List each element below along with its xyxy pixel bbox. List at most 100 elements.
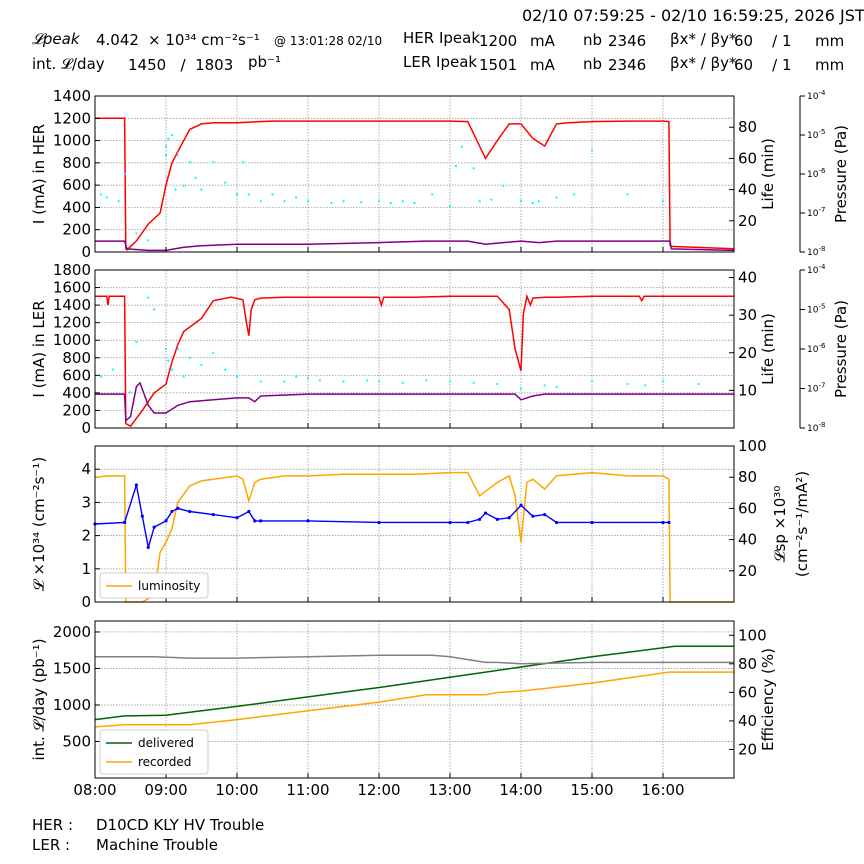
axes-frame [94, 269, 735, 429]
specific-luminosity-line [94, 484, 669, 548]
y2-tick-label: 80 [738, 655, 757, 673]
luminosity-line [94, 471, 734, 603]
pressure-point [496, 382, 499, 385]
pressure-point [342, 380, 345, 383]
y-tick-label: 800 [62, 349, 91, 367]
y-tick-label: 600 [62, 176, 91, 194]
y-tick-label: 2000 [53, 623, 91, 641]
ler-nb-label: nb [583, 55, 603, 73]
y3-tick-label: 10-7 [807, 206, 825, 219]
y2-tick-label: 60 [738, 499, 757, 517]
y2label: 𝓛sp ×10³⁰ [771, 486, 789, 563]
pressure-point [555, 385, 558, 388]
ylabel: I (mA) in LER [30, 300, 48, 397]
pressure-point [123, 173, 126, 175]
pressure-point [105, 196, 108, 199]
pressure-point [425, 379, 428, 382]
her-beta-value: 60 / 1 [734, 32, 792, 50]
pressure-point [117, 200, 120, 203]
pressure-point [182, 375, 185, 378]
pressure-point [111, 368, 114, 371]
pressure-point [520, 387, 522, 390]
lpeak-time: @ 13:01:28 02/10 [274, 34, 383, 48]
pressure-point [165, 348, 167, 350]
header: 02/10 07:59:25 - 02/10 16:59:25, 2026 JS… [0, 0, 864, 90]
pressure-point [460, 145, 463, 148]
y-tick-label: 1000 [53, 331, 91, 349]
legend-box [99, 572, 209, 599]
ler-ipeak-unit: mA [530, 56, 555, 74]
y2-tick-label: 40 [738, 269, 757, 287]
pressure-point [378, 200, 380, 203]
pressure-point [271, 193, 274, 196]
pressure-point [449, 380, 451, 383]
legend-box [99, 729, 209, 775]
pressure-point [99, 193, 102, 196]
pressure-point [99, 375, 102, 378]
y-tick-label: 1800 [53, 261, 91, 279]
pressure-point [200, 188, 203, 191]
life-line [95, 240, 735, 252]
pressure-point [449, 205, 451, 208]
pressure-point [454, 165, 457, 168]
y3-tick-label: 10-8 [807, 421, 825, 434]
pressure-point [662, 380, 664, 383]
ler-status-text: Machine Trouble [96, 836, 218, 854]
pressure-point [194, 176, 197, 179]
ler-ipeak-label: LER Ipeak [403, 53, 478, 71]
y-tick-label: 600 [62, 366, 91, 384]
y2-tick-label: 60 [738, 683, 757, 701]
ler-status-row: LER : Machine Trouble [32, 836, 264, 856]
pressure-point [307, 200, 309, 203]
legend-label-luminosity: luminosity [138, 579, 200, 593]
pressure-point [531, 202, 534, 205]
pressure-point [236, 375, 238, 378]
pressure-point [626, 382, 629, 385]
axes-frame [94, 620, 735, 779]
intl-label: int. 𝓛/day [32, 55, 105, 73]
y-tick-label: 1 [81, 560, 91, 578]
pressure-point [176, 154, 179, 157]
current-line [95, 293, 734, 428]
x-tick-label: 12:00 [357, 781, 400, 799]
y-tick-label: 3 [81, 493, 91, 511]
y2-tick-label: 100 [738, 626, 767, 644]
y2label-units: (cm⁻²s⁻¹/mA²) [793, 471, 811, 577]
pressure-point [378, 380, 380, 383]
legend-label-delivered: delivered [138, 736, 194, 750]
x-tick-label: 09:00 [144, 781, 187, 799]
y2-tick-label: 80 [738, 468, 757, 486]
lpeak-units: × 10³⁴ cm⁻²s⁻¹ [148, 31, 260, 49]
pressure-point [153, 308, 156, 311]
ylabel: 𝓛 ×10³⁴ (cm⁻²s⁻¹) [30, 457, 48, 591]
pressure-point [555, 196, 558, 199]
her-status-ring: HER : [32, 816, 74, 834]
her-status-row: HER : D10CD KLY HV Trouble [32, 816, 264, 836]
pressure-point [431, 193, 434, 196]
pressure-point [200, 363, 203, 366]
x-tick-label: 11:00 [286, 781, 329, 799]
x-tick-label: 16:00 [641, 781, 684, 799]
pressure-point [247, 193, 250, 196]
intl-units: pb⁻¹ [248, 53, 281, 71]
x-tick-label: 15:00 [570, 781, 613, 799]
pressure-point [662, 200, 664, 203]
y-tick-label: 0 [81, 419, 91, 437]
pressure-point [182, 184, 185, 187]
pressure-point [147, 239, 150, 242]
her-ipeak-value: 1200 [479, 32, 518, 50]
y2-tick-label: 10 [738, 381, 757, 399]
her-ipeak-label: HER Ipeak [403, 29, 480, 47]
pressure-point [295, 375, 298, 378]
y2-tick-label: 40 [738, 531, 757, 549]
y2-tick-label: 20 [738, 344, 757, 362]
x-tick-label: 14:00 [499, 781, 542, 799]
y-tick-label: 0 [81, 593, 91, 611]
pressure-point [170, 134, 173, 136]
her-nb-value: 2346 [608, 32, 647, 50]
pressure-point [236, 193, 238, 196]
y3-tick-label: 10-5 [807, 128, 825, 141]
pressure-point [573, 193, 576, 196]
y2-tick-label: 20 [738, 562, 757, 580]
